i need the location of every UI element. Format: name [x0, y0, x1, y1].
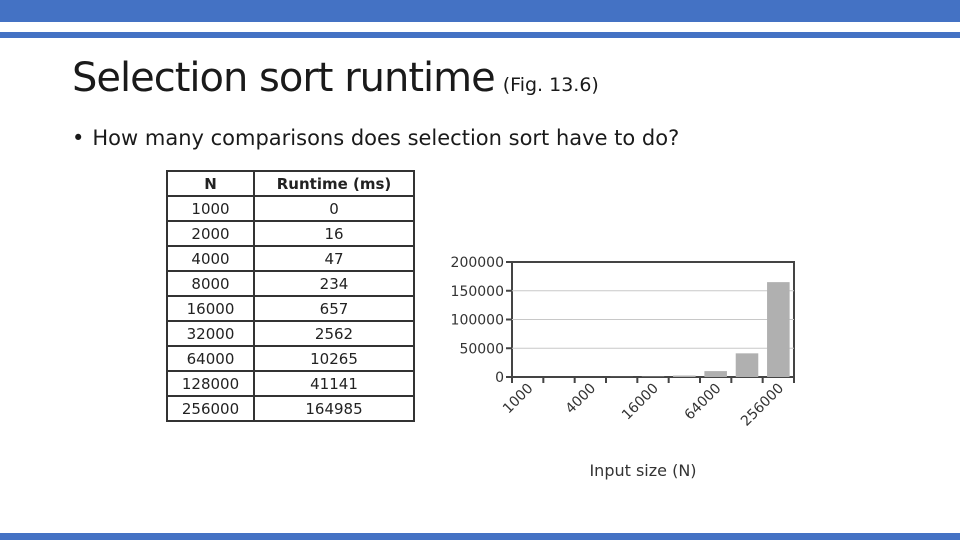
table-row: 256000 164985: [166, 395, 415, 422]
table-row: 128000 41141: [166, 370, 415, 397]
header-n: N: [166, 170, 255, 197]
cell-runtime: 2562: [253, 320, 415, 347]
bar: [673, 375, 696, 377]
bottom-accent-bar: [0, 533, 960, 540]
table-row: 16000 657: [166, 295, 415, 322]
cell-n: 1000: [166, 195, 255, 222]
bullet-marker: •: [72, 126, 85, 150]
x-tick-label: 256000: [738, 381, 787, 430]
table-header-row: N Runtime (ms): [166, 170, 415, 197]
top-accent-bar: [0, 0, 960, 22]
table-row: 2000 16: [166, 220, 415, 247]
table-row: 64000 10265: [166, 345, 415, 372]
table-row: 1000 0: [166, 195, 415, 222]
bar: [767, 282, 790, 377]
x-tick-label: 4000: [563, 381, 600, 418]
cell-runtime: 41141: [253, 370, 415, 397]
cell-n: 16000: [166, 295, 255, 322]
bar: [735, 353, 759, 377]
x-tick-label: 64000: [682, 381, 725, 424]
cell-runtime: 657: [253, 295, 415, 322]
bullet-point: • How many comparisons does selection sor…: [72, 126, 679, 150]
table-row: 4000 47: [166, 245, 415, 272]
table-row: 32000 2562: [166, 320, 415, 347]
y-tick-label: 150000: [451, 284, 504, 300]
cell-runtime: 10265: [253, 345, 415, 372]
cell-n: 256000: [166, 395, 255, 422]
table-row: 8000 234: [166, 270, 415, 297]
slide-title: Selection sort runtime (Fig. 13.6): [72, 55, 599, 101]
cell-runtime: 164985: [253, 395, 415, 422]
cell-runtime: 47: [253, 245, 415, 272]
header-runtime: Runtime (ms): [253, 170, 415, 197]
runtime-table: N Runtime (ms) 1000 0 2000 16 4000 47 8000 2…: [166, 170, 415, 422]
y-tick-label: 100000: [451, 313, 504, 329]
y-tick-label: 200000: [451, 255, 504, 271]
cell-n: 64000: [166, 345, 255, 372]
slide-title-text: Selection sort runtime: [72, 55, 496, 101]
cell-n: 2000: [166, 220, 255, 247]
y-tick-label: 50000: [459, 341, 504, 357]
cell-n: 128000: [166, 370, 255, 397]
cell-n: 4000: [166, 245, 255, 272]
x-axis-title: Input size (N): [589, 461, 696, 480]
bar: [704, 371, 727, 377]
cell-n: 8000: [166, 270, 255, 297]
cell-n: 32000: [166, 320, 255, 347]
y-tick-label: 0: [495, 370, 504, 386]
slide-title-note: (Fig. 13.6): [502, 74, 599, 96]
cell-runtime: 16: [253, 220, 415, 247]
top-accent-line: [0, 32, 960, 38]
cell-runtime: 234: [253, 270, 415, 297]
x-tick-label: 1000: [500, 381, 537, 418]
cell-runtime: 0: [253, 195, 415, 222]
x-tick-label: 16000: [619, 381, 662, 424]
bullet-text: How many comparisons does selection sort…: [92, 126, 680, 150]
